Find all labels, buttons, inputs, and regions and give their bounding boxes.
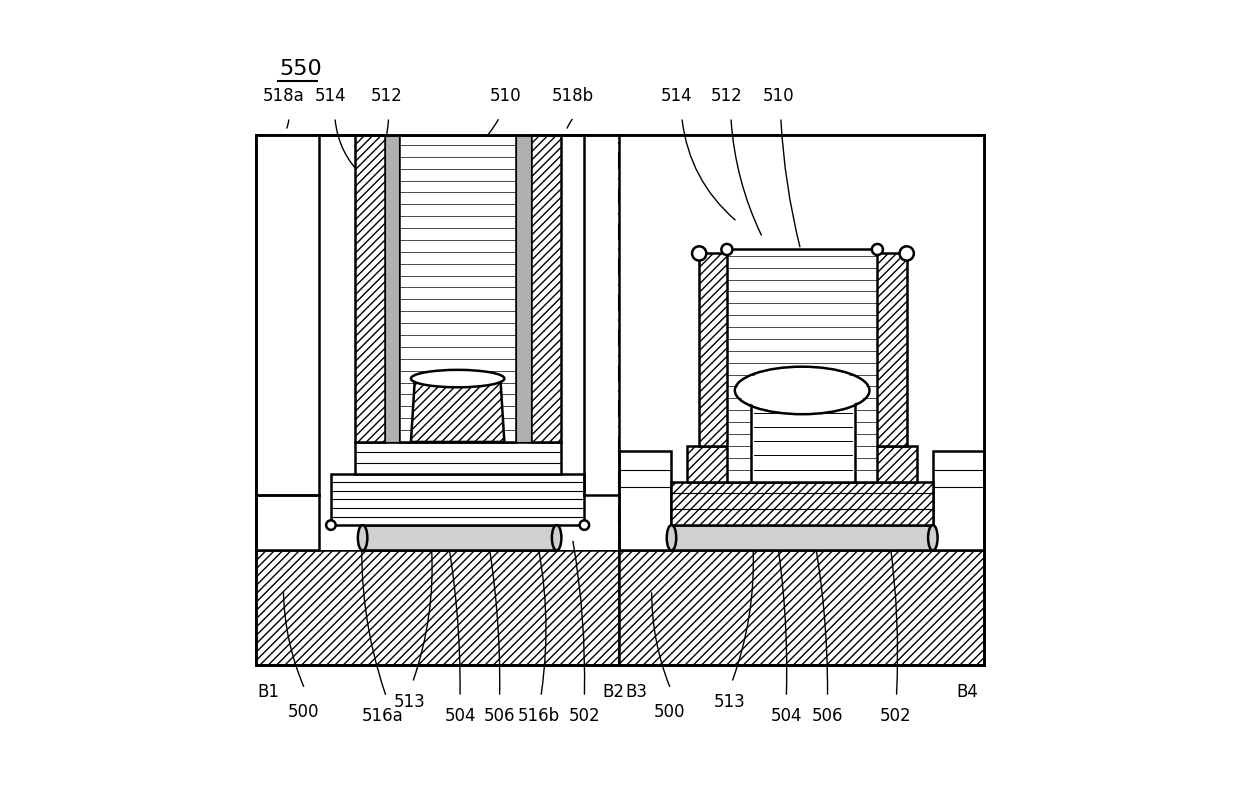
Bar — [355, 442, 560, 474]
Ellipse shape — [358, 525, 367, 550]
Text: B4: B4 — [956, 683, 978, 701]
Text: 516a: 516a — [362, 707, 403, 725]
Text: 512: 512 — [371, 86, 402, 105]
Text: 506: 506 — [484, 707, 516, 725]
Ellipse shape — [750, 385, 856, 404]
Text: 504: 504 — [444, 707, 476, 725]
Bar — [384, 134, 531, 135]
Polygon shape — [619, 451, 672, 550]
Bar — [727, 249, 878, 482]
Text: B3: B3 — [625, 683, 647, 701]
Polygon shape — [687, 446, 918, 482]
Bar — [331, 474, 584, 525]
Bar — [384, 135, 399, 442]
Polygon shape — [410, 379, 505, 442]
Ellipse shape — [692, 246, 707, 261]
Text: 500: 500 — [288, 703, 319, 722]
Ellipse shape — [326, 520, 336, 530]
Bar — [362, 525, 557, 550]
Bar — [255, 135, 619, 550]
Bar — [255, 135, 985, 665]
Ellipse shape — [667, 525, 676, 550]
Text: 514: 514 — [661, 86, 693, 105]
Ellipse shape — [872, 244, 883, 255]
Text: 518a: 518a — [263, 86, 304, 105]
Polygon shape — [255, 550, 619, 665]
Text: 506: 506 — [812, 707, 843, 725]
Text: 550: 550 — [279, 59, 322, 79]
Polygon shape — [932, 451, 985, 550]
Polygon shape — [619, 550, 985, 665]
Polygon shape — [531, 135, 560, 442]
Text: 516b: 516b — [518, 707, 560, 725]
Polygon shape — [672, 482, 932, 525]
Text: 500: 500 — [653, 703, 684, 722]
Ellipse shape — [722, 244, 733, 255]
Text: 518b: 518b — [552, 86, 594, 105]
Bar — [619, 135, 985, 550]
Bar — [255, 495, 319, 550]
Bar — [516, 135, 531, 442]
Polygon shape — [750, 394, 856, 482]
Text: B1: B1 — [257, 683, 279, 701]
Text: 514: 514 — [315, 86, 347, 105]
Bar — [362, 525, 557, 550]
Text: 513: 513 — [713, 693, 745, 711]
Polygon shape — [699, 253, 906, 446]
Polygon shape — [355, 135, 384, 442]
Ellipse shape — [928, 525, 937, 550]
Ellipse shape — [737, 369, 868, 412]
Ellipse shape — [899, 246, 914, 261]
Ellipse shape — [410, 370, 505, 387]
Bar — [399, 135, 516, 442]
Text: B2: B2 — [603, 683, 625, 701]
Text: 510: 510 — [490, 86, 521, 105]
Text: 504: 504 — [770, 707, 802, 725]
Text: 512: 512 — [711, 86, 743, 105]
Ellipse shape — [552, 525, 562, 550]
Text: 510: 510 — [763, 86, 794, 105]
Text: 502: 502 — [569, 707, 600, 725]
Bar — [255, 135, 985, 665]
Text: 513: 513 — [394, 693, 427, 711]
Text: 502: 502 — [880, 707, 911, 725]
Bar — [672, 525, 932, 550]
Ellipse shape — [579, 520, 589, 530]
